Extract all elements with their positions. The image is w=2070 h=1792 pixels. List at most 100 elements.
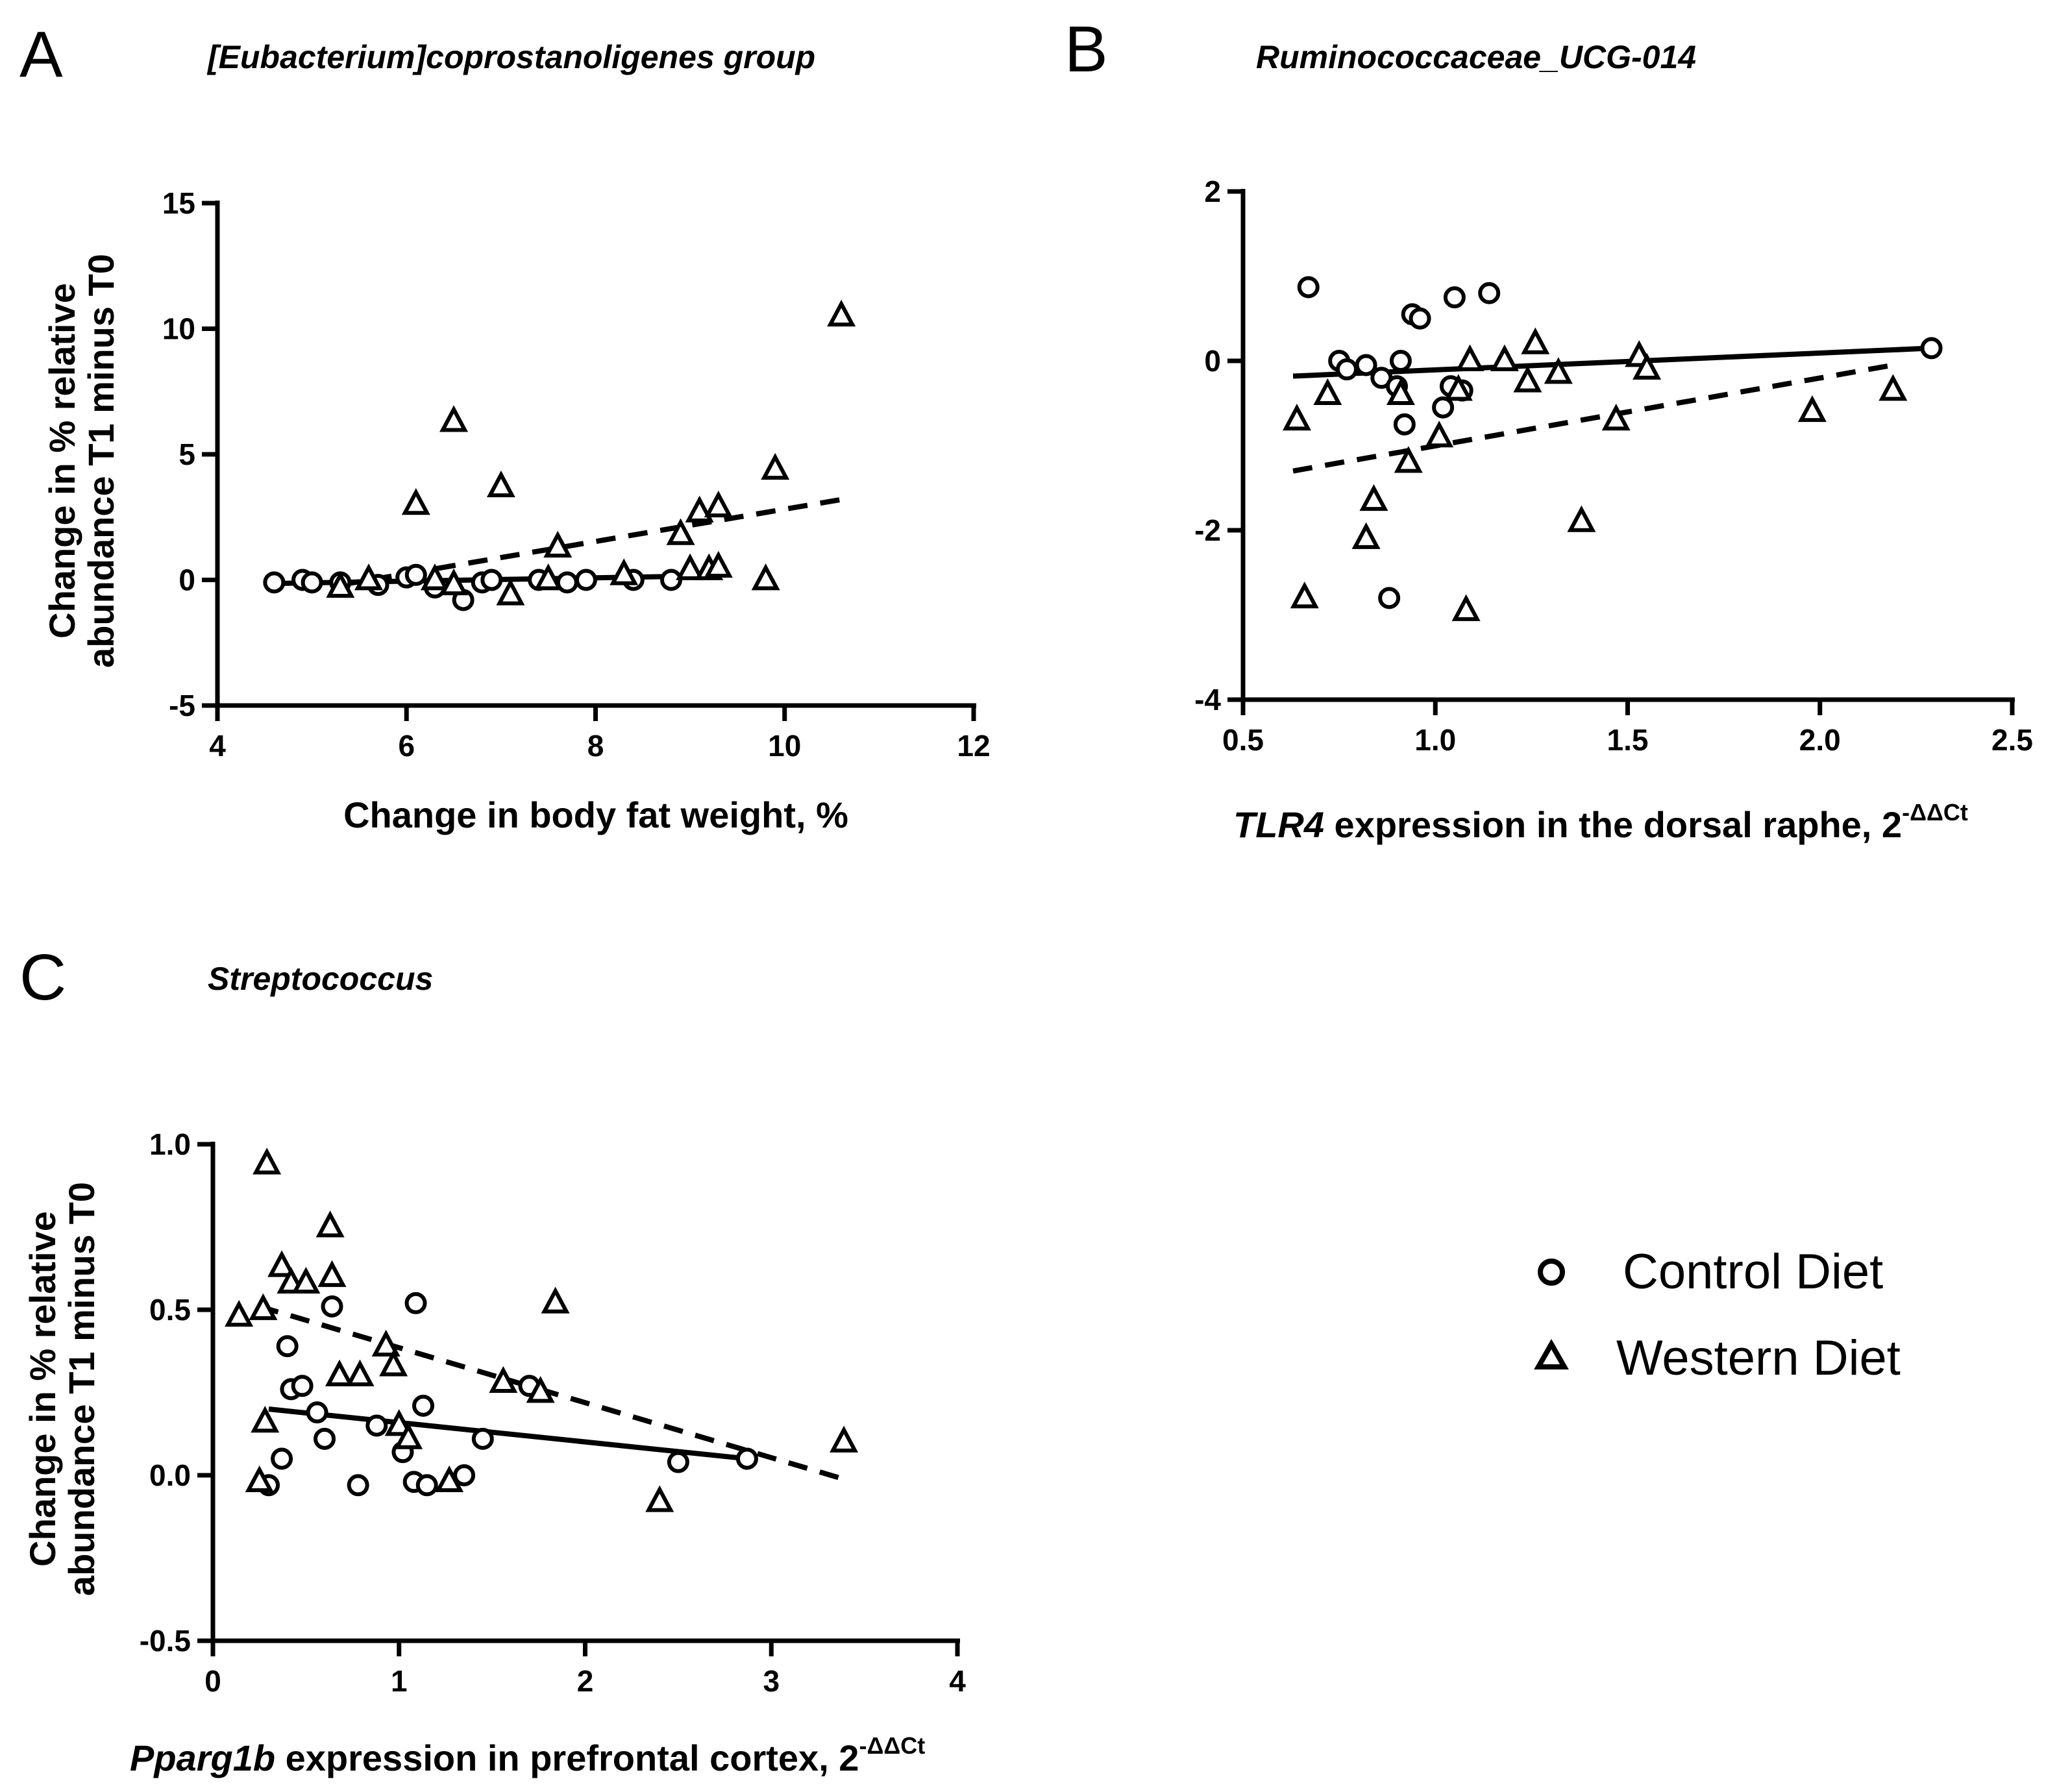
panel-b-western-diet-point <box>1544 357 1573 384</box>
panel-c-x-tick-label: 3 <box>763 1664 780 1698</box>
panel-c-control-diet-point <box>347 1474 369 1497</box>
legend: Control Diet Western Diet <box>1534 1244 1901 1386</box>
panel-a-x-tick-label: 8 <box>587 729 604 763</box>
panel-c-plot: 0 1 2 3 4 -0.5 0.0 0.5 1.0 <box>140 1127 966 1698</box>
panel-c-control-diet-point <box>471 1427 494 1450</box>
panel-b-control-diet-point <box>1393 413 1416 436</box>
panel-c-x-tick-label: 4 <box>949 1664 966 1698</box>
panel-b-western-diet-point <box>1633 352 1662 380</box>
panel-b-control-diet-point <box>1443 286 1466 309</box>
panel-b-western-diet-point <box>1567 505 1596 532</box>
panel-a-western-diet-point <box>420 563 449 591</box>
panel-a-x-tick-label: 10 <box>768 729 801 763</box>
panel-a-x-axis-label: Change in body fat weight, % <box>343 794 848 835</box>
panel-c-y-tick-label: 0.0 <box>149 1458 191 1492</box>
panel-b-western-diet-point <box>1455 344 1485 371</box>
panel-c-control-diet-point <box>667 1451 689 1473</box>
panel-a-western-diet-point <box>704 550 733 578</box>
panel-c-western-diet-point <box>645 1485 674 1512</box>
panel-b-x-axis-label-sup: -ΔΔCt <box>1902 799 1968 826</box>
panel-b-western-diet-point <box>1521 327 1550 354</box>
panel-b-y-tick-label: 0 <box>1204 344 1221 378</box>
panel-b-western-diet-point <box>1490 344 1519 371</box>
panel-b-control-diet-point <box>1355 354 1377 376</box>
panel-c-x-axis-label-italic: Pparg1b <box>130 1737 275 1778</box>
panel-a-y-axis-label-line2: abundance T1 minus T0 <box>80 254 121 668</box>
panel-c-control-diet-fit-line <box>268 1406 748 1462</box>
panel-b-y-tick-label: -4 <box>1194 683 1221 717</box>
panel-b-control-diet-point <box>1297 276 1320 299</box>
panel-a-western-diet-point <box>354 563 384 591</box>
panel-c-western-diet-point <box>325 1359 354 1386</box>
panel-a-y-axis-label: Change in % relative abundance T1 minus … <box>42 254 121 668</box>
panel-b-x-tick-label: 2.0 <box>1799 723 1841 757</box>
panel-b-western-diet-point <box>1351 522 1381 549</box>
panel-b-western-diet-point <box>1359 484 1388 511</box>
panel-b-control-diet-point <box>1432 396 1455 419</box>
legend-control-diet-marker <box>1538 1258 1565 1286</box>
panel-c-control-diet-point <box>453 1464 476 1486</box>
panel-a-control-diet-point <box>263 571 286 594</box>
panel-c-western-diet-point <box>251 1406 280 1433</box>
panel-a-y-tick-label: 0 <box>179 563 195 597</box>
panel-c-y-tick-label: -0.5 <box>140 1624 191 1658</box>
panel-b-title: Ruminococcaceae_UCG-014 <box>1256 39 1696 75</box>
panel-a-y-tick-label: -5 <box>169 689 195 722</box>
panel-a-plot: 4 6 8 10 12 -5 0 5 10 15 <box>162 186 991 763</box>
panel-b-control-diet-point <box>1478 282 1501 304</box>
panel-b-x-tick-label: 2.5 <box>1991 723 2033 757</box>
panel-b-western-diet-point <box>1386 378 1415 406</box>
panel-c-western-diet-point <box>249 1293 278 1320</box>
panel-c-y-axis-label-line1: Change in % relative <box>22 1211 63 1567</box>
panel-c-western-diet-point <box>291 1266 321 1294</box>
panel-c-western-diet-point <box>317 1260 347 1287</box>
panel-a: A [Eubacterium]coprostanoligenes group C… <box>19 18 848 835</box>
panel-a-western-diet-point <box>666 518 695 545</box>
panel-c-western-diet-point <box>384 1409 413 1436</box>
panel-c-x-axis-label-sup: -ΔΔCt <box>859 1732 925 1759</box>
panel-a-western-diet-point <box>326 571 355 598</box>
panel-a-x-tick-label: 4 <box>209 729 226 763</box>
panel-b-western-diet-point <box>1282 404 1311 431</box>
panel-b-control-diet-point <box>1920 337 1943 360</box>
panel-c-control-diet-point <box>415 1474 438 1497</box>
panel-b-western-diet-point <box>1313 378 1342 406</box>
panel-b-y-tick-label: -2 <box>1194 513 1221 547</box>
panel-c-control-diet-point <box>365 1414 388 1437</box>
panel-c-western-diet-point <box>435 1465 464 1493</box>
panel-b-plot: 0.5 1.0 1.5 2.0 2.5 -4 -2 0 2 <box>1194 175 2033 757</box>
panel-b-control-diet-point <box>1389 350 1412 372</box>
panel-c-x-axis-label-text: expression in prefrontal cortex, 2 <box>275 1737 859 1778</box>
panel-b-western-diet-point <box>1394 446 1423 473</box>
panel-c-western-diet-point <box>245 1465 274 1493</box>
panel-b-western-diet-point <box>1879 374 1908 401</box>
panel-b-letter: B <box>1065 13 1108 86</box>
panel-c-control-diet-point <box>314 1427 336 1450</box>
panel-c-x-tick-label: 2 <box>577 1664 594 1698</box>
panel-b-western-diet-point <box>1513 365 1542 393</box>
panel-c-control-diet-point <box>321 1295 343 1318</box>
panel-b-western-diet-point <box>1601 404 1631 431</box>
panel-a-western-diet-point <box>439 568 469 596</box>
panel-a-control-diet-point <box>480 569 503 591</box>
panel-a-western-diet-point <box>439 405 469 432</box>
panel-a-y-tick-label: 10 <box>162 312 195 346</box>
panel-b-western-diet-point <box>1290 582 1319 609</box>
panel-a-y-tick-label: 15 <box>162 186 195 220</box>
panel-c-letter: C <box>19 941 66 1014</box>
legend-western-diet-label: Western Diet <box>1616 1331 1901 1386</box>
panel-a-western-diet-point <box>486 470 515 498</box>
panel-c-western-diet-point <box>267 1250 297 1277</box>
panel-a-western-diet-point <box>704 490 733 518</box>
panel-a-western-diet-point <box>401 488 430 515</box>
panel-a-western-diet-point <box>761 452 790 480</box>
panel-a-western-diet-point <box>610 558 639 585</box>
panel-a-x-tick-label: 12 <box>957 729 990 763</box>
legend-western-diet-marker <box>1534 1338 1569 1369</box>
panel-c-western-diet-point <box>489 1366 518 1393</box>
panel-c: C Streptococcus Change in % relative abu… <box>19 941 925 1778</box>
panel-c-control-diet-point <box>735 1447 758 1470</box>
panel-b-western-diet-point <box>1451 594 1481 621</box>
